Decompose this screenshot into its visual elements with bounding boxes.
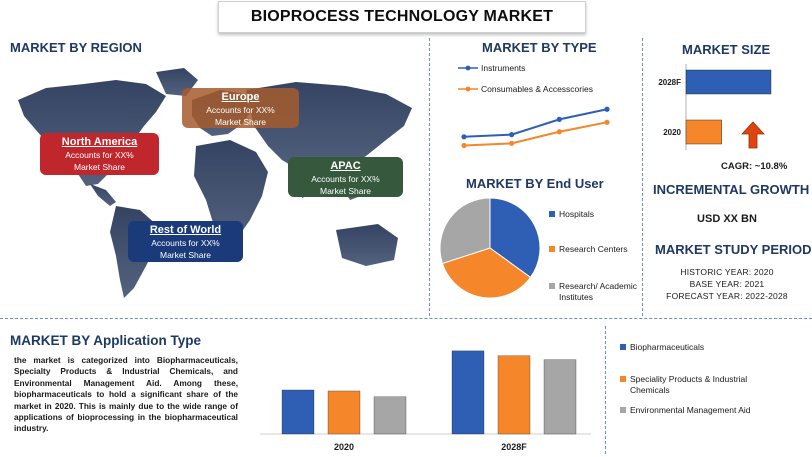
application-title: MARKET BY Application Type [10,333,202,348]
application-paragraph: the market is categorized into Biopharma… [14,355,238,434]
forecast-year: FORECAST YEAR: 2022-2028 [666,291,788,301]
divider-bottom [0,318,812,319]
app-legend-swatch-environmental [620,407,626,413]
type-point-0-2 [556,116,562,122]
type-point-1-3 [604,119,610,125]
type-legend-line-icon-consumables [458,86,478,92]
type-legend-consumables: Consumables & Accesscories [458,84,593,94]
region-share-apac: Accounts for XX% [311,174,380,184]
app-bar-2028F-1 [497,355,531,435]
region-share-label-apac: Market Share [319,186,372,196]
region-box-apac: APAC Accounts for XX% Market Share [288,157,403,197]
size-title: MARKET SIZE [682,42,771,57]
divider-type-size [642,38,643,316]
pie-legend-hospitals: Hospitals [549,209,594,219]
type-point-1-2 [556,129,562,135]
size-bar-2028F [685,69,772,95]
pie-slice-0 [489,197,541,279]
region-name-apac: APAC [330,160,361,172]
type-line-1 [463,121,608,147]
region-share-label-north-america: Market Share [73,162,126,172]
pie-legend-swatch-research-centers [549,246,555,252]
app-legend-swatch-speciality [620,376,626,382]
incremental-title: INCREMENTAL GROWTH [653,182,810,197]
cagr-label: CAGR: [721,161,753,172]
incremental-value: USD XX BN [697,213,757,225]
page-title: BIOPROCESS TECHNOLOGY MARKET [218,1,586,33]
region-name-north-america: North America [61,136,138,148]
cagr-value: ~10.8% [754,161,788,172]
up-arrow-icon [741,121,765,149]
app-legend-label-speciality: Speciality Products & Industrial Chemica… [630,374,748,395]
pie-legend-swatch-hospitals [549,211,555,217]
region-share-europe: Accounts for XX% [206,105,275,115]
type-legend-label-consumables: Consumables & Accesscories [481,84,593,94]
type-point-1-1 [509,140,515,146]
app-tick-2028F: 2028F [501,442,527,452]
type-line-0 [463,108,608,138]
type-legend-label-instruments: Instruments [481,63,526,73]
region-box-rest-of-world: Rest of World Accounts for XX% Market Sh… [128,221,243,262]
app-legend-label-biopharma: Biopharmaceuticals [630,342,705,352]
pie-legend-research-centers: Research Centers [549,244,628,254]
type-title: MARKET BY TYPE [482,40,597,55]
divider-region-type [429,38,430,316]
pie-legend-label-research-centers: Research Centers [559,244,628,254]
app-legend-speciality: Speciality Products & Industrial Chemica… [620,374,770,396]
app-tick-2020: 2020 [334,442,354,452]
app-legend-environmental: Environmental Management Aid [620,405,751,415]
base-year: BASE YEAR: 2021 [689,279,765,289]
type-point-0-1 [509,132,515,138]
pie-legend-label-academic: Research/ Academic Institutes [559,281,637,302]
pie-slice-2 [439,197,491,265]
size-tick-2020: 2020 [663,128,681,137]
region-share-north-america: Accounts for XX% [65,150,134,160]
pie-legend-label-hospitals: Hospitals [559,209,594,219]
region-share-label-europe: Market Share [214,117,267,127]
region-name-europe: Europe [221,91,260,103]
type-point-0-0 [461,134,467,140]
pie-legend-academic: Research/ Academic Institutes [549,281,644,303]
historic-year: HISTORIC YEAR: 2020 [680,267,774,277]
enduser-pie-chart [439,197,541,299]
region-name-rest-of-world: Rest of World [149,224,222,236]
region-title: MARKET BY REGION [10,40,142,55]
size-bar-2020 [685,119,722,145]
region-share-rest-of-world: Accounts for XX% [151,238,220,248]
enduser-title: MARKET BY End User [466,176,604,191]
divider-app-legend [605,326,606,454]
region-box-north-america: North America Accounts for XX% Market Sh… [40,133,159,175]
cagr-text: CAGR: ~10.8% [721,161,787,172]
type-line-chart [461,106,610,149]
app-bar-2020-0 [281,389,315,435]
app-legend-swatch-biopharma [620,344,626,350]
type-point-0-3 [604,106,610,112]
app-legend-label-environmental: Environmental Management Aid [630,405,751,415]
app-legend-biopharma: Biopharmaceuticals [620,342,704,352]
pie-slice-1 [441,247,532,299]
size-tick-2028F: 2028F [658,78,681,87]
type-legend-instruments: Instruments [458,63,525,73]
pie-legend-swatch-academic [549,283,555,289]
application-bar-chart: 2020 2028F [260,350,591,452]
size-bar-chart: 2028F 2020 [658,64,772,150]
type-legend-line-icon-instruments [458,65,478,71]
app-bar-2020-2 [373,396,407,435]
app-bar-2028F-0 [451,350,485,435]
app-bar-2028F-2 [543,359,577,435]
region-share-label-rest-of-world: Market Share [159,250,212,260]
app-bar-2020-1 [327,390,361,435]
region-box-europe: Europe Accounts for XX% Market Share [182,88,299,128]
type-point-1-0 [461,142,467,149]
study-period-title: MARKET STUDY PERIOD [655,242,812,257]
